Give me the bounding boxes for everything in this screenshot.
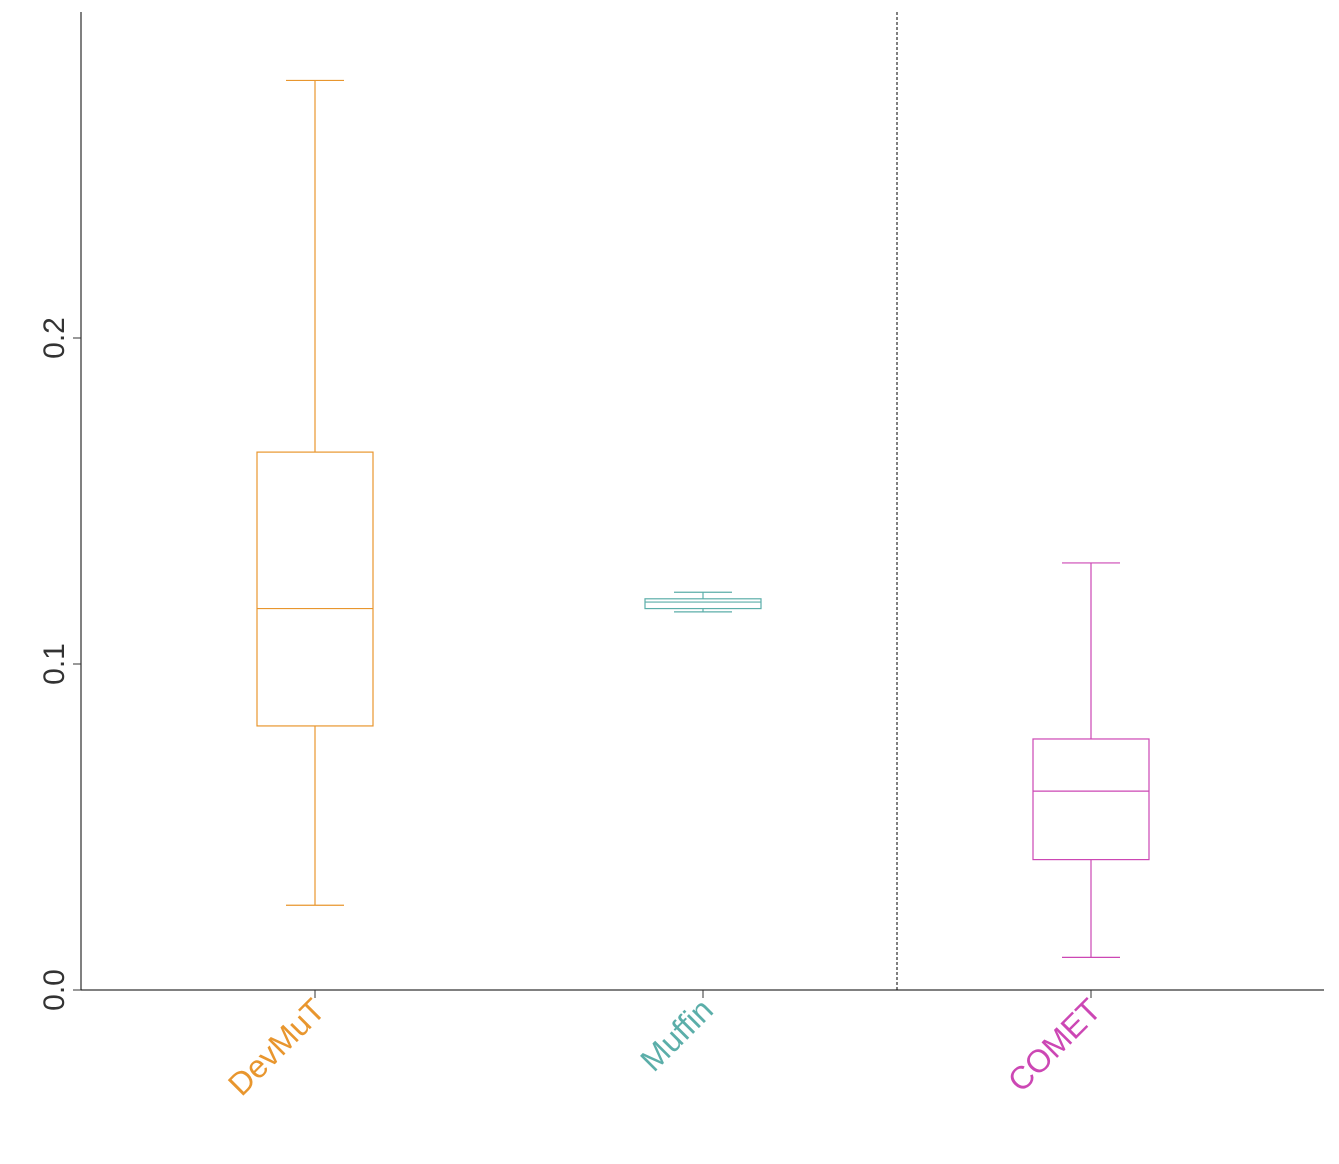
- y-tick-label: 0.1: [38, 643, 71, 685]
- iqr-box: [256, 451, 374, 727]
- y-tick-label: 0.2: [38, 317, 71, 359]
- x-tick-label-comet: COMET: [1001, 991, 1108, 1098]
- box-muffin: [644, 591, 762, 613]
- y-tick-label: 0.0: [38, 969, 71, 1011]
- iqr-box: [1032, 738, 1150, 861]
- axes-layer: [73, 12, 1324, 998]
- marks-layer: [256, 79, 1150, 959]
- labels-layer: 0.0 0.1 0.2 DevMuT Muffin COMET: [38, 317, 1108, 1102]
- box-devmut: [256, 79, 374, 906]
- x-tick-label-devmut: DevMuT: [221, 991, 332, 1102]
- x-tick-label-muffin: Muffin: [633, 991, 720, 1078]
- box-comet: [1032, 562, 1150, 959]
- iqr-box: [644, 598, 762, 610]
